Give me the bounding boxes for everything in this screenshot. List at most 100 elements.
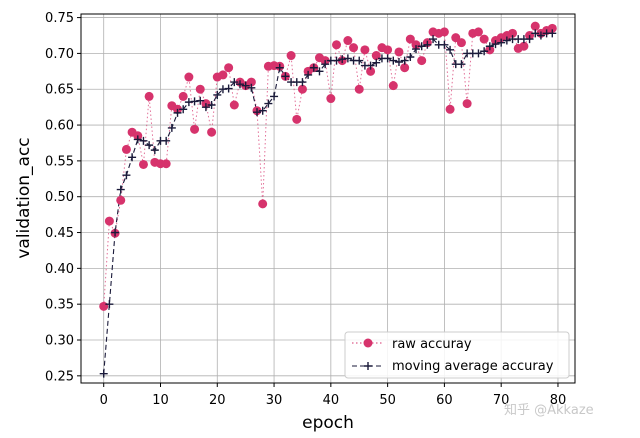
- moving-average-point: [184, 98, 193, 107]
- raw-accuracy-point: [354, 84, 364, 94]
- raw-accuracy-point: [104, 216, 114, 226]
- moving-average-point: [99, 369, 108, 378]
- moving-average-point: [423, 40, 432, 49]
- moving-average-point: [150, 146, 159, 155]
- raw-accuracy-point: [258, 199, 268, 209]
- raw-accuracy-point: [411, 40, 421, 50]
- moving-average-point: [497, 38, 506, 47]
- raw-accuracy-point: [161, 159, 171, 169]
- raw-accuracy-point: [473, 27, 483, 37]
- y-tick-label: 0.55: [45, 154, 74, 169]
- moving-average-point: [133, 135, 142, 144]
- legend-avg-plus: [364, 362, 372, 370]
- raw-accuracy-point: [508, 28, 518, 38]
- moving-average-point: [474, 49, 483, 58]
- y-tick-label: 0.40: [45, 262, 74, 277]
- raw-accuracy-point: [190, 124, 200, 134]
- x-tick-label: 80: [550, 393, 567, 408]
- moving-average-point: [485, 42, 494, 51]
- raw-accuracy-point: [138, 159, 148, 169]
- legend-raw-marker: [352, 338, 384, 348]
- moving-average-point: [412, 45, 421, 54]
- moving-average-point: [213, 90, 222, 99]
- x-tick-label: 0: [100, 393, 108, 408]
- moving-average-point: [275, 63, 284, 72]
- legend-raw-dot: [363, 338, 373, 348]
- raw-accuracy-point: [207, 127, 217, 137]
- moving-average-point: [235, 80, 244, 89]
- moving-average-point: [207, 100, 216, 109]
- moving-average-point: [446, 45, 455, 54]
- raw-accuracy-point: [144, 91, 154, 101]
- y-tick-label: 0.30: [45, 334, 74, 349]
- moving-average-point: [111, 228, 120, 237]
- x-tick-label: 20: [209, 393, 226, 408]
- moving-average-point: [270, 92, 279, 101]
- moving-average-point: [332, 56, 341, 65]
- raw-accuracy-point: [229, 100, 239, 110]
- moving-average-point: [400, 56, 409, 65]
- raw-accuracy-point: [519, 41, 529, 51]
- y-tick-label: 0.75: [45, 11, 74, 26]
- moving-average-point: [253, 108, 262, 117]
- moving-average-point: [230, 78, 239, 87]
- raw-accuracy-point: [343, 36, 353, 46]
- moving-average-point: [355, 56, 364, 65]
- grid-layer: [81, 14, 575, 383]
- raw-accuracy-point: [388, 81, 398, 91]
- raw-accuracy-point: [292, 114, 302, 124]
- moving-average-point: [321, 60, 330, 69]
- moving-average-point: [366, 61, 375, 70]
- moving-average-point: [224, 84, 233, 93]
- y-tick-label: 0.35: [45, 298, 74, 313]
- tick-layer: 0 10 20 30 40 50 60 70 80 0.25 0.30 0.35 0.40 0.45 0.5…: [45, 11, 566, 408]
- moving-average-point: [122, 171, 131, 180]
- legend-box: [344, 331, 570, 379]
- raw-accuracy-point: [195, 84, 205, 94]
- raw-accuracy-point: [400, 63, 410, 73]
- moving-average-point: [167, 123, 176, 132]
- x-tick-label: 60: [436, 393, 453, 408]
- x-tick-label: 50: [379, 393, 396, 408]
- raw-accuracy-line: [103, 25, 553, 307]
- moving-average-point: [491, 40, 500, 49]
- moving-average-point: [394, 58, 403, 67]
- raw-accuracy-point: [99, 301, 109, 311]
- moving-average-point: [196, 96, 205, 105]
- x-tick-label: 10: [152, 393, 169, 408]
- moving-average-point: [383, 54, 392, 63]
- watermark: 知乎 @Akkaze: [504, 402, 594, 418]
- raw-accuracy-point: [360, 45, 370, 55]
- moving-average-point: [536, 31, 545, 40]
- moving-average-point: [105, 300, 114, 309]
- moving-average-point: [389, 56, 398, 65]
- raw-accuracy-point: [445, 104, 455, 114]
- moving-average-point: [281, 72, 290, 81]
- moving-average-point: [531, 29, 540, 38]
- moving-average-point: [440, 40, 449, 49]
- moving-average-point: [179, 105, 188, 114]
- moving-average-point: [190, 97, 199, 106]
- series-layer: [99, 21, 557, 378]
- legend-raw-label: raw accuray: [392, 337, 472, 352]
- x-axis-label: epoch: [302, 413, 354, 433]
- raw-accuracy-point: [462, 99, 472, 109]
- raw-accuracy-point: [547, 23, 557, 33]
- raw-accuracy-point: [349, 43, 359, 53]
- moving-average-point: [145, 141, 154, 150]
- x-tick-label: 40: [323, 393, 340, 408]
- moving-average-point: [264, 99, 273, 108]
- raw-accuracy-point: [530, 21, 540, 31]
- y-tick-label: 0.50: [45, 190, 74, 205]
- y-tick-label: 0.70: [45, 47, 74, 62]
- raw-accuracy-point: [417, 56, 427, 66]
- moving-average-point: [417, 42, 426, 51]
- moving-average-point: [298, 78, 307, 87]
- raw-accuracy-point: [405, 34, 415, 44]
- raw-accuracy-point: [366, 66, 376, 76]
- raw-accuracy-point: [383, 45, 393, 55]
- moving-average-point: [525, 35, 534, 44]
- moving-average-point: [372, 58, 381, 67]
- moving-average-point: [548, 29, 557, 38]
